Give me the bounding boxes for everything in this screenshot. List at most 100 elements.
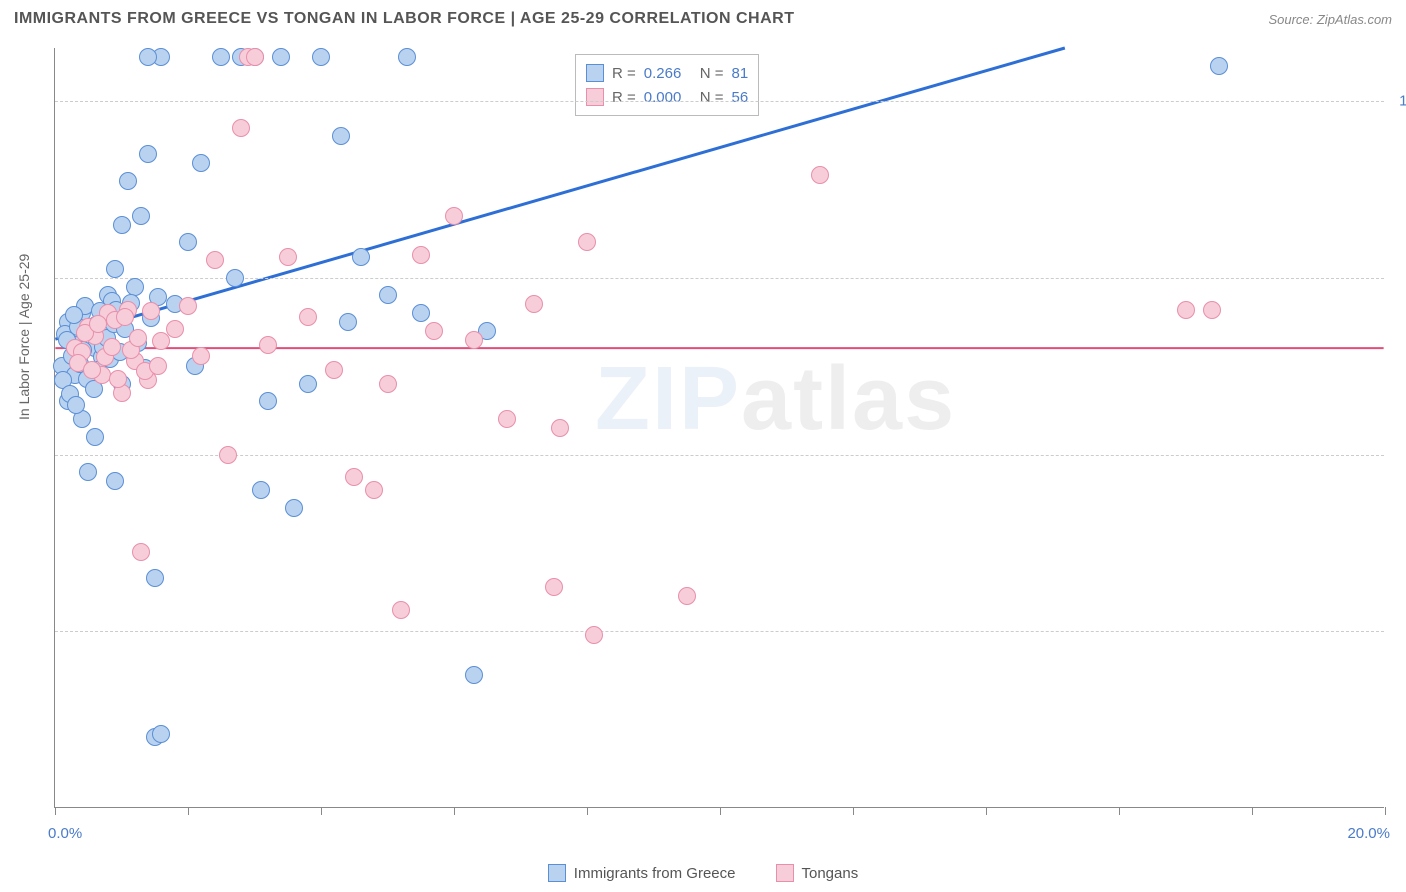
x-tick <box>321 807 322 815</box>
data-point-tongan <box>525 295 543 313</box>
stats-row-tongan: R =0.000N =56 <box>586 85 748 109</box>
n-label: N = <box>700 89 724 106</box>
data-point-greece <box>252 481 270 499</box>
data-point-greece <box>352 248 370 266</box>
data-point-greece <box>398 48 416 66</box>
x-label-max: 20.0% <box>1347 825 1390 842</box>
data-point-greece <box>212 48 230 66</box>
data-point-greece <box>285 499 303 517</box>
data-point-greece <box>146 569 164 587</box>
data-point-greece <box>332 127 350 145</box>
x-tick <box>1252 807 1253 815</box>
data-point-tongan <box>246 48 264 66</box>
data-point-greece <box>139 48 157 66</box>
stats-legend: R =0.266N =81R =0.000N =56 <box>575 54 759 116</box>
plot-area: ZIPatlas R =0.266N =81R =0.000N =56 70.0… <box>54 48 1384 808</box>
y-tick-label: 80.0% <box>1390 446 1406 463</box>
legend-item-tongan: Tongans <box>776 864 859 882</box>
data-point-tongan <box>1177 301 1195 319</box>
x-tick <box>587 807 588 815</box>
x-tick <box>853 807 854 815</box>
data-point-tongan <box>103 338 121 356</box>
x-tick <box>986 807 987 815</box>
data-point-greece <box>312 48 330 66</box>
data-point-greece <box>272 48 290 66</box>
data-point-tongan <box>392 601 410 619</box>
swatch-tongan <box>586 88 604 106</box>
data-point-tongan <box>219 446 237 464</box>
x-tick <box>55 807 56 815</box>
y-tick-label: 100.0% <box>1390 93 1406 110</box>
data-point-greece <box>379 286 397 304</box>
x-label-min: 0.0% <box>48 825 82 842</box>
data-point-greece <box>106 472 124 490</box>
data-point-tongan <box>412 246 430 264</box>
x-tick <box>1119 807 1120 815</box>
data-point-tongan <box>232 119 250 137</box>
y-axis-title: In Labor Force | Age 25-29 <box>16 254 32 420</box>
data-point-tongan <box>142 302 160 320</box>
data-point-greece <box>86 428 104 446</box>
gridline <box>55 101 1384 102</box>
data-point-greece <box>119 172 137 190</box>
data-point-tongan <box>445 207 463 225</box>
r-label: R = <box>612 89 636 106</box>
data-point-tongan <box>206 251 224 269</box>
data-point-tongan <box>179 297 197 315</box>
data-point-tongan <box>192 347 210 365</box>
gridline <box>55 631 1384 632</box>
series-legend: Immigrants from Greece Tongans <box>0 864 1406 882</box>
data-point-tongan <box>89 315 107 333</box>
data-point-greece <box>465 666 483 684</box>
data-point-tongan <box>279 248 297 266</box>
n-value-tongan: 56 <box>732 89 749 106</box>
data-point-tongan <box>129 329 147 347</box>
data-point-greece <box>152 725 170 743</box>
data-point-greece <box>299 375 317 393</box>
data-point-tongan <box>811 166 829 184</box>
data-point-greece <box>67 396 85 414</box>
data-point-tongan <box>465 331 483 349</box>
swatch-greece <box>548 864 566 882</box>
data-point-tongan <box>379 375 397 393</box>
data-point-greece <box>412 304 430 322</box>
data-point-greece <box>113 216 131 234</box>
data-point-tongan <box>498 410 516 428</box>
legend-label-greece: Immigrants from Greece <box>574 865 736 882</box>
data-point-greece <box>139 145 157 163</box>
data-point-greece <box>79 463 97 481</box>
data-point-tongan <box>365 481 383 499</box>
y-tick-label: 90.0% <box>1390 269 1406 286</box>
data-point-tongan <box>132 543 150 561</box>
swatch-tongan <box>776 864 794 882</box>
data-point-greece <box>179 233 197 251</box>
data-point-tongan <box>425 322 443 340</box>
x-tick <box>454 807 455 815</box>
data-point-tongan <box>259 336 277 354</box>
data-point-tongan <box>1203 301 1221 319</box>
chart-header: IMMIGRANTS FROM GREECE VS TONGAN IN LABO… <box>0 0 1406 40</box>
n-label: N = <box>700 65 724 82</box>
stats-row-greece: R = 0.266 N = 81 <box>586 61 748 85</box>
data-point-tongan <box>345 468 363 486</box>
data-point-tongan <box>166 320 184 338</box>
data-point-tongan <box>578 233 596 251</box>
data-point-tongan <box>149 357 167 375</box>
gridline <box>55 455 1384 456</box>
data-point-greece <box>192 154 210 172</box>
x-tick <box>188 807 189 815</box>
data-point-tongan <box>678 587 696 605</box>
chart-source: Source: ZipAtlas.com <box>1268 12 1392 27</box>
x-tick <box>1385 807 1386 815</box>
n-value-greece: 81 <box>732 65 749 82</box>
data-point-greece <box>132 207 150 225</box>
swatch-greece <box>586 64 604 82</box>
watermark: ZIPatlas <box>595 348 956 451</box>
data-point-tongan <box>545 578 563 596</box>
r-label: R = <box>612 65 636 82</box>
data-point-tongan <box>551 419 569 437</box>
data-point-tongan <box>585 626 603 644</box>
r-value-greece: 0.266 <box>644 65 692 82</box>
data-point-tongan <box>109 370 127 388</box>
data-point-tongan <box>116 308 134 326</box>
